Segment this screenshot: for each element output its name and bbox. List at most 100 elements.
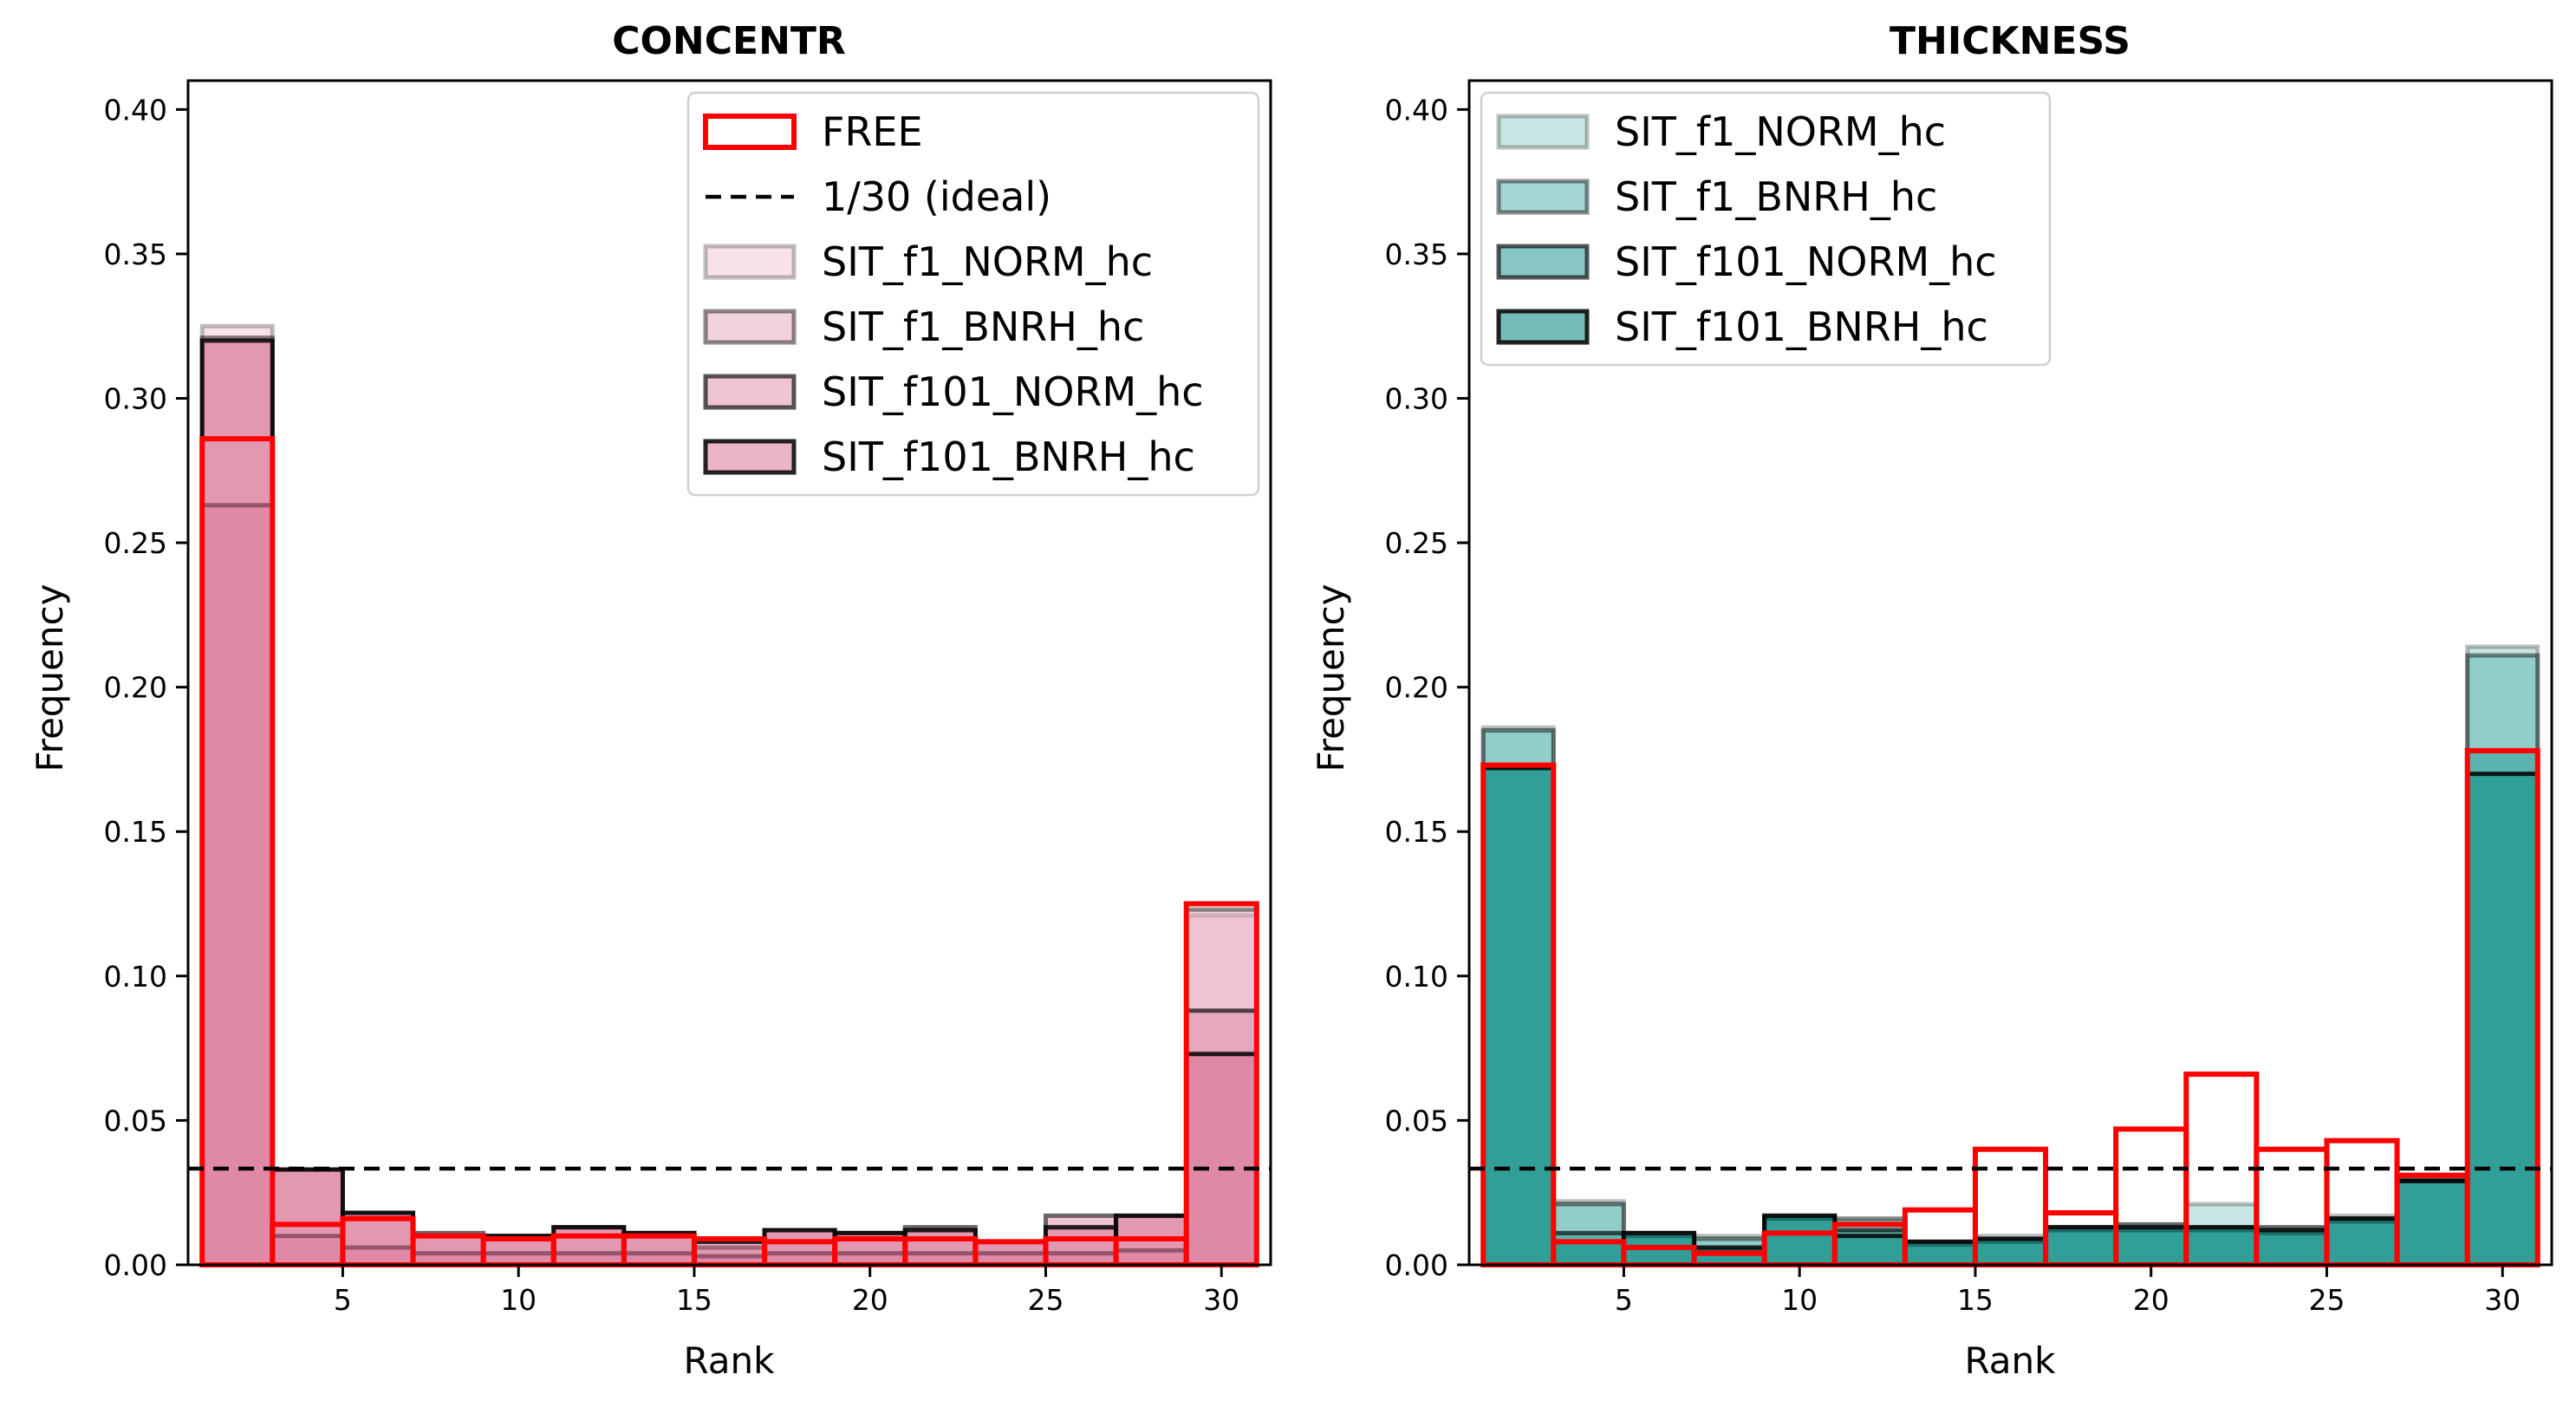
legend-swatch — [703, 439, 797, 475]
chart-title: CONCENTR — [612, 19, 846, 63]
legend-label: SIT_f1_BNRH_hc — [1615, 173, 1937, 220]
bar — [551, 1225, 627, 1267]
y-tick-label: 0.10 — [1385, 960, 1448, 993]
x-tick-label: 25 — [2308, 1283, 2345, 1317]
bar — [199, 338, 275, 1267]
legend: FREE 1/30 (ideal) SIT_f1_NORM_hc SIT_f1_BNR… — [686, 91, 1260, 497]
y-tick-label: 0.20 — [1385, 671, 1448, 705]
legend-swatch — [1496, 244, 1590, 280]
bar — [270, 1167, 345, 1267]
legend-swatch — [1496, 179, 1590, 215]
y-axis: 0.00 0.05 0.10 0.15 0.20 0.25 0.30 0.35 0.40 — [104, 93, 188, 1282]
legend-swatch — [703, 114, 797, 150]
panel-thickness: THICKNESS Rank Frequency 5 10 15 20 25 30 0.00… — [1310, 19, 2553, 1382]
legend-item: SIT_f1_NORM_hc — [1496, 108, 1946, 155]
legend-item: SIT_f1_BNRH_hc — [703, 303, 1144, 350]
plot-area — [188, 323, 1271, 1268]
bar — [692, 1239, 767, 1267]
bar — [1043, 1225, 1119, 1267]
bar — [762, 1228, 837, 1267]
x-tick-label: 10 — [1781, 1283, 1818, 1317]
y-tick-label: 0.00 — [104, 1248, 167, 1282]
bar — [2043, 1225, 2118, 1267]
bar — [1832, 1234, 1908, 1267]
legend: SIT_f1_NORM_hc SIT_f1_BNRH_hc SIT_f101_NOR… — [1480, 91, 2052, 367]
legend-label: SIT_f1_NORM_hc — [822, 238, 1153, 285]
x-tick-label: 10 — [500, 1283, 537, 1317]
y-tick-label: 0.35 — [104, 238, 167, 271]
legend-label: SIT_f101_NORM_hc — [1615, 238, 1997, 285]
bar — [973, 1239, 1048, 1267]
y-tick-label: 0.20 — [104, 671, 167, 705]
y-tick-label: 0.15 — [1385, 815, 1448, 849]
y-tick-label: 0.25 — [104, 526, 167, 560]
legend-label: FREE — [822, 108, 923, 155]
x-tick-label: 15 — [1957, 1283, 1994, 1317]
chart-title: THICKNESS — [1890, 19, 2130, 63]
bar — [902, 1228, 978, 1267]
axes-frame — [186, 79, 1272, 1267]
legend-frame — [686, 91, 1260, 497]
legend-item: SIT_f101_NORM_hc — [703, 368, 1204, 415]
bar — [1762, 1213, 1838, 1267]
y-tick-label: 0.30 — [1385, 381, 1448, 415]
x-tick-label: 30 — [1203, 1283, 1239, 1317]
x-tick-label: 20 — [2133, 1283, 2169, 1317]
bar — [2324, 1216, 2400, 1267]
legend-item: SIT_f1_NORM_hc — [703, 238, 1153, 285]
x-axis-label: Rank — [1965, 1339, 2057, 1382]
legend-item: SIT_f101_NORM_hc — [1496, 238, 1997, 285]
y-axis-label: Frequency — [1310, 584, 1352, 772]
bar — [2254, 1228, 2329, 1267]
legend-label: SIT_f1_BNRH_hc — [822, 303, 1144, 350]
x-tick-label: 25 — [1027, 1283, 1064, 1317]
legend-label: SIT_f101_BNRH_hc — [822, 433, 1195, 480]
bar — [2183, 1225, 2259, 1267]
y-tick-label: 0.15 — [104, 815, 167, 849]
panel-concentr: CONCENTR Rank Frequency 5 10 15 20 25 300.000… — [29, 19, 1272, 1382]
bar — [2395, 1178, 2470, 1267]
y-axis: 0.00 0.05 0.10 0.15 0.20 0.25 0.30 0.35 0.40 — [1385, 93, 1469, 1282]
legend-label: 1/30 (ideal) — [822, 173, 1051, 220]
bar — [1903, 1239, 1978, 1267]
y-tick-label: 0.00 — [1385, 1248, 1448, 1282]
x-tick-label: 5 — [1615, 1283, 1633, 1317]
bar — [2465, 772, 2540, 1267]
y-axis-label: Frequency — [29, 584, 71, 772]
x-axis-label: Rank — [684, 1339, 776, 1382]
legend-item: FREE — [703, 108, 923, 155]
legend-item: SIT_f101_BNRH_hc — [1496, 303, 1988, 350]
legend-swatch — [703, 309, 797, 345]
y-tick-label: 0.05 — [1385, 1104, 1448, 1137]
legend-swatch — [703, 374, 797, 410]
axes-frame — [1467, 79, 2553, 1267]
bar — [411, 1234, 486, 1267]
legend-frame — [1480, 91, 2052, 367]
plot-area — [1469, 644, 2552, 1268]
x-axis: 5 10 15 20 25 30 — [334, 1265, 1239, 1317]
y-tick-label: 0.35 — [1385, 238, 1448, 271]
bar — [1480, 765, 1556, 1267]
y-tick-label: 0.10 — [104, 960, 167, 993]
legend-swatch — [703, 244, 797, 280]
x-tick-label: 30 — [2484, 1283, 2521, 1317]
x-tick-label: 15 — [676, 1283, 712, 1317]
y-tick-label: 0.40 — [104, 93, 167, 127]
x-tick-label: 20 — [852, 1283, 888, 1317]
bar — [1973, 1236, 2048, 1267]
bar — [1184, 1052, 1259, 1267]
legend-item: 1/30 (ideal) — [706, 173, 1051, 220]
legend-item: SIT_f101_BNRH_hc — [703, 433, 1195, 480]
legend-label: SIT_f1_NORM_hc — [1615, 108, 1946, 155]
legend-item: SIT_f1_BNRH_hc — [1496, 173, 1937, 220]
bar — [1551, 1239, 1626, 1267]
x-axis: 5 10 15 20 25 30 — [1615, 1265, 2521, 1317]
bar — [2113, 1225, 2189, 1267]
legend-label: SIT_f101_NORM_hc — [822, 368, 1204, 415]
x-tick-label: 5 — [334, 1283, 352, 1317]
series-FREE — [199, 436, 1259, 1268]
y-tick-label: 0.40 — [1385, 93, 1448, 127]
y-tick-label: 0.30 — [104, 381, 167, 415]
legend-label: SIT_f101_BNRH_hc — [1615, 303, 1988, 350]
y-tick-label: 0.05 — [104, 1104, 167, 1137]
